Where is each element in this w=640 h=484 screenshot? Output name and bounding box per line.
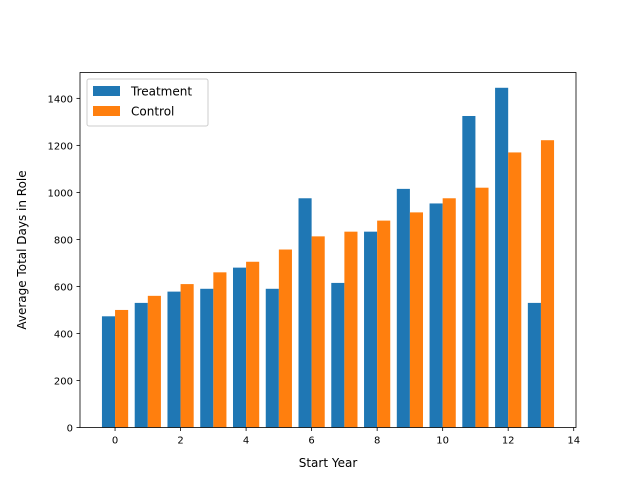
legend-label-control: Control <box>131 105 174 119</box>
bar-control <box>311 236 325 428</box>
y-tick-label: 0 <box>67 424 73 435</box>
legend: Treatment Control <box>86 78 209 127</box>
plot-frame <box>79 72 577 428</box>
bar-treatment <box>265 288 279 428</box>
y-tick-label: 800 <box>54 235 73 246</box>
bar-treatment <box>298 198 312 428</box>
y-axis-ticks: 0 200 400 600 800 1000 1200 1400 <box>48 94 80 435</box>
bar-control <box>508 152 522 428</box>
x-axis-ticks: 0 2 4 6 8 10 12 14 <box>112 427 580 447</box>
bar-control <box>540 140 555 428</box>
bar-control <box>475 187 489 428</box>
x-tick-label: 2 <box>177 436 183 447</box>
bar-treatment <box>331 282 345 428</box>
y-tick-label: 200 <box>54 376 73 387</box>
bar-treatment <box>527 302 541 428</box>
bar-treatment <box>167 291 181 428</box>
x-tick-label: 6 <box>308 436 314 447</box>
plot-background <box>80 72 576 428</box>
bar-treatment <box>462 115 476 428</box>
legend-swatch-treatment <box>93 86 120 96</box>
bar-control <box>409 212 424 428</box>
bar-control <box>147 295 161 428</box>
bars-layer <box>101 87 555 428</box>
x-tick-label: 8 <box>374 436 380 447</box>
bar-treatment <box>134 302 148 428</box>
bar-control <box>278 249 292 428</box>
bar-treatment <box>200 288 214 428</box>
legend-label-treatment: Treatment <box>130 85 192 99</box>
y-tick-label: 1400 <box>48 94 73 105</box>
bar-control <box>246 261 260 428</box>
bar-control <box>377 220 391 428</box>
bar-control <box>344 231 358 428</box>
x-tick-label: 14 <box>567 436 580 447</box>
bar-control <box>213 272 227 428</box>
bar-treatment <box>232 267 247 428</box>
bar-control <box>180 284 194 428</box>
y-tick-label: 1000 <box>48 188 73 199</box>
bar-treatment <box>364 231 378 428</box>
y-axis-label: Average Total Days in Role <box>15 170 29 329</box>
bar-treatment <box>101 316 116 428</box>
x-axis-label: Start Year <box>299 456 358 470</box>
x-tick-label: 12 <box>502 436 515 447</box>
x-tick-label: 4 <box>243 436 249 447</box>
bar-control <box>442 198 456 428</box>
y-tick-label: 600 <box>54 282 73 293</box>
bar-treatment <box>495 87 509 428</box>
y-tick-label: 1200 <box>48 141 73 152</box>
y-tick-label: 400 <box>54 329 73 340</box>
x-tick-label: 0 <box>112 436 118 447</box>
legend-swatch-control <box>93 106 120 116</box>
bar-control <box>115 309 129 428</box>
x-tick-label: 10 <box>436 436 449 447</box>
bar-treatment <box>396 188 410 428</box>
bar-treatment <box>429 203 443 428</box>
